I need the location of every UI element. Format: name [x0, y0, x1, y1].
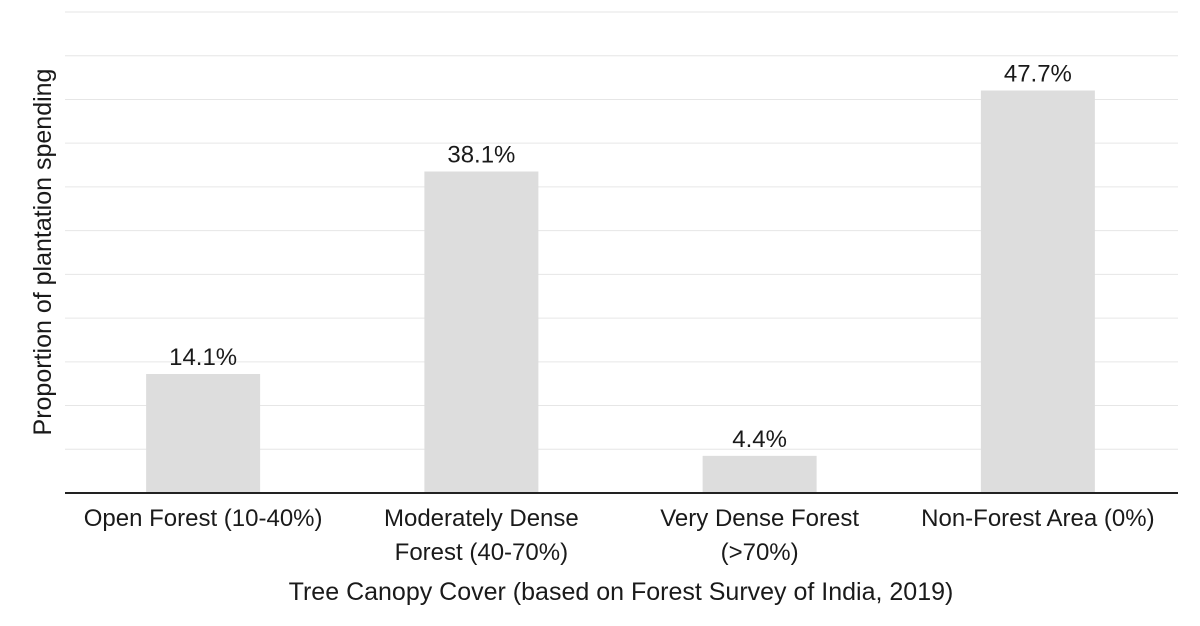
bar-value-label: 47.7% [1004, 60, 1072, 87]
category-labels: Open Forest (10-40%) Moderately Dense Fore… [84, 505, 1155, 566]
category-label: Very Dense Forest [660, 505, 859, 532]
bar-value-label: 14.1% [169, 344, 237, 371]
value-labels: 14.1% 38.1% 4.4% 47.7% [169, 60, 1072, 452]
bar [702, 455, 817, 493]
category-label: Open Forest (10-40%) [84, 505, 323, 532]
bar-value-label: 4.4% [732, 426, 787, 453]
bar-value-label: 38.1% [447, 141, 515, 168]
bar [146, 374, 261, 493]
bar [980, 90, 1095, 494]
bars [146, 90, 1095, 494]
bar [424, 171, 539, 493]
category-label: Moderately Dense [384, 505, 579, 532]
category-label: Forest (40-70%) [395, 539, 568, 566]
category-label: (>70%) [721, 539, 799, 566]
x-axis-title: Tree Canopy Cover (based on Forest Surve… [289, 578, 954, 606]
y-axis-title: Proportion of plantation spending [29, 69, 57, 436]
category-label: Non-Forest Area (0%) [921, 505, 1154, 532]
